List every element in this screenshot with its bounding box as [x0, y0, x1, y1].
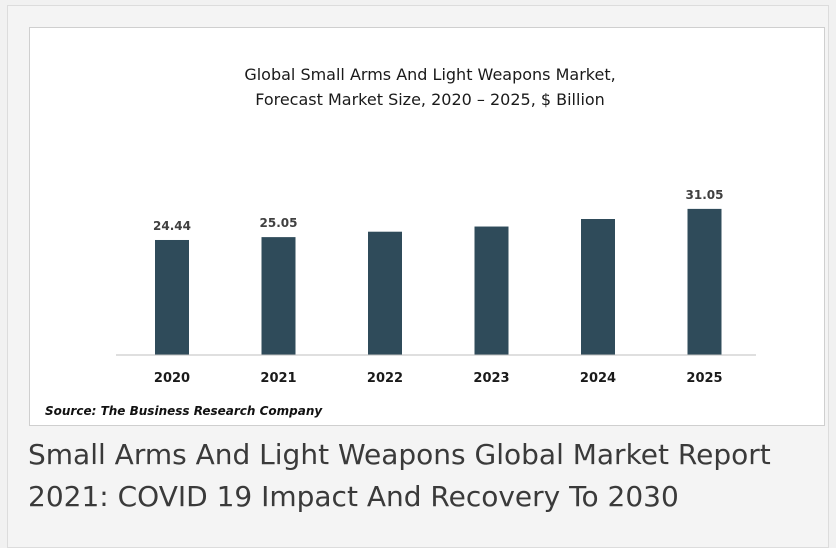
bar-2023 — [474, 226, 509, 355]
bar-chart: Global Small Arms And Light Weapons Mark… — [116, 65, 756, 386]
bar-2022 — [368, 231, 402, 355]
value-label-2020: 24.44 — [153, 219, 191, 233]
value-label-2021: 25.05 — [260, 216, 298, 230]
report-caption: Small Arms And Light Weapons Global Mark… — [28, 434, 828, 518]
x-tick-2023: 2023 — [473, 371, 509, 386]
source-note: Source: The Business Research Company — [45, 404, 323, 418]
chart-title-line-2: Forecast Market Size, 2020 – 2025, $ Bil… — [255, 90, 605, 109]
chart-card: Global Small Arms And Light Weapons Mark… — [29, 27, 825, 426]
caption-line-2: 2021: COVID 19 Impact And Recovery To 20… — [28, 480, 679, 513]
bar-2021 — [261, 237, 296, 355]
x-tick-2022: 2022 — [367, 371, 403, 386]
x-tick-2021: 2021 — [260, 371, 296, 386]
bar-2020 — [155, 239, 189, 355]
value-label-2025: 31.05 — [686, 188, 724, 202]
x-tick-2024: 2024 — [580, 371, 616, 386]
bar-2024 — [581, 219, 615, 355]
chart-title-line-1: Global Small Arms And Light Weapons Mark… — [244, 65, 615, 84]
report-preview-frame: Global Small Arms And Light Weapons Mark… — [7, 5, 829, 548]
caption-line-1: Small Arms And Light Weapons Global Mark… — [28, 438, 771, 471]
x-tick-2020: 2020 — [154, 371, 190, 386]
x-tick-2025: 2025 — [686, 371, 722, 386]
bar-2025 — [687, 208, 722, 355]
